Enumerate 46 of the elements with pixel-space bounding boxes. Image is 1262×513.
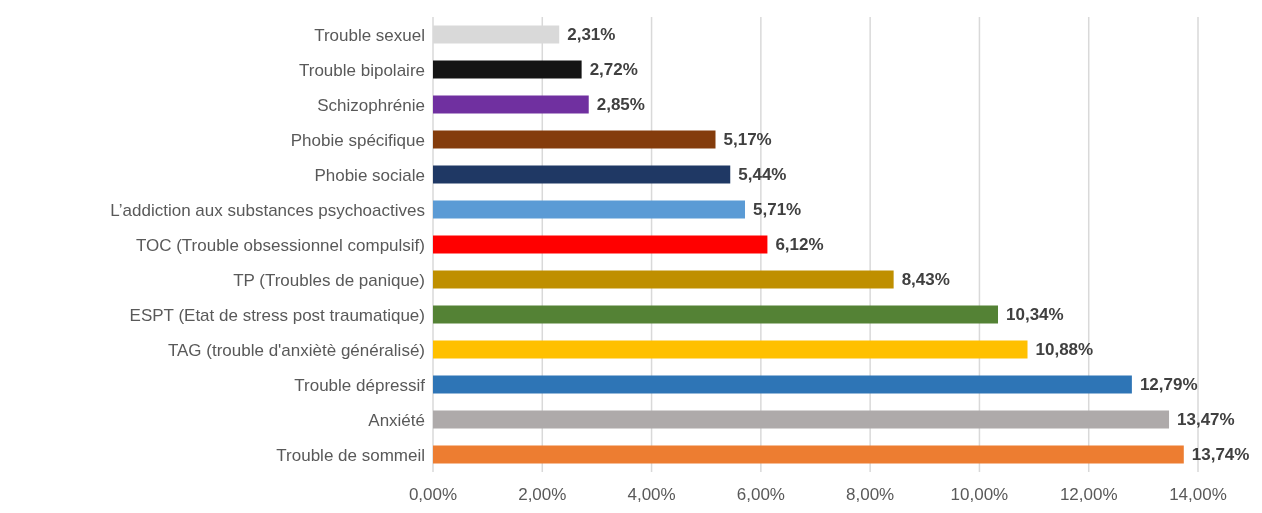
data-label: 2,72% xyxy=(589,60,638,80)
x-tick-label: 0,00% xyxy=(408,485,458,505)
x-tick-label: 14,00% xyxy=(1169,485,1227,505)
bar xyxy=(433,445,1184,464)
x-tick-label: 4,00% xyxy=(627,485,676,505)
bar xyxy=(433,270,894,289)
y-tick-label: Trouble sexuel xyxy=(314,25,425,45)
data-label: 2,31% xyxy=(567,25,616,45)
y-tick-label: Trouble bipolaire xyxy=(299,60,425,80)
data-label: 13,47% xyxy=(1177,410,1235,430)
bar xyxy=(433,375,1132,394)
bar xyxy=(433,165,731,184)
bar xyxy=(433,200,746,219)
data-label: 5,44% xyxy=(738,165,787,185)
bar xyxy=(433,60,582,79)
data-label: 10,88% xyxy=(1035,340,1094,360)
y-tick-label: ESPT (Etat de stress post traumatique) xyxy=(129,305,425,325)
y-tick-label: TP (Troubles de panique) xyxy=(233,270,425,290)
y-tick-label: Schizophrénie xyxy=(317,95,425,115)
x-tick-label: 10,00% xyxy=(950,485,1009,505)
y-tick-label: Phobie sociale xyxy=(314,165,425,185)
bar xyxy=(433,235,768,254)
bar xyxy=(433,130,716,149)
bar xyxy=(433,340,1028,359)
y-tick-label: Trouble de sommeil xyxy=(276,445,425,465)
y-tick-label: Trouble dépressif xyxy=(294,375,426,395)
bar xyxy=(433,410,1170,429)
data-label: 5,17% xyxy=(723,130,772,150)
x-tick-label: 8,00% xyxy=(846,485,895,505)
y-tick-label: TOC (Trouble obsessionnel compulsif) xyxy=(135,235,425,255)
bar xyxy=(433,305,999,324)
data-label: 10,34% xyxy=(1006,305,1064,325)
data-label: 5,71% xyxy=(753,200,802,220)
x-tick-label: 6,00% xyxy=(736,485,785,505)
data-label: 13,74% xyxy=(1191,445,1250,465)
data-label: 8,43% xyxy=(901,270,950,290)
y-tick-label: Phobie spécifique xyxy=(290,130,425,150)
data-label: 6,12% xyxy=(775,235,824,255)
x-tick-label: 2,00% xyxy=(518,485,567,505)
y-tick-label: Anxiété xyxy=(368,410,425,430)
x-tick-label: 12,00% xyxy=(1059,485,1118,505)
data-label: 2,85% xyxy=(596,95,645,115)
y-tick-label: L’addiction aux substances psychoactives xyxy=(110,200,425,220)
bar xyxy=(433,95,589,114)
data-label: 12,79% xyxy=(1139,375,1198,395)
y-tick-label: TAG (trouble d'anxiètè généralisé) xyxy=(167,340,425,360)
